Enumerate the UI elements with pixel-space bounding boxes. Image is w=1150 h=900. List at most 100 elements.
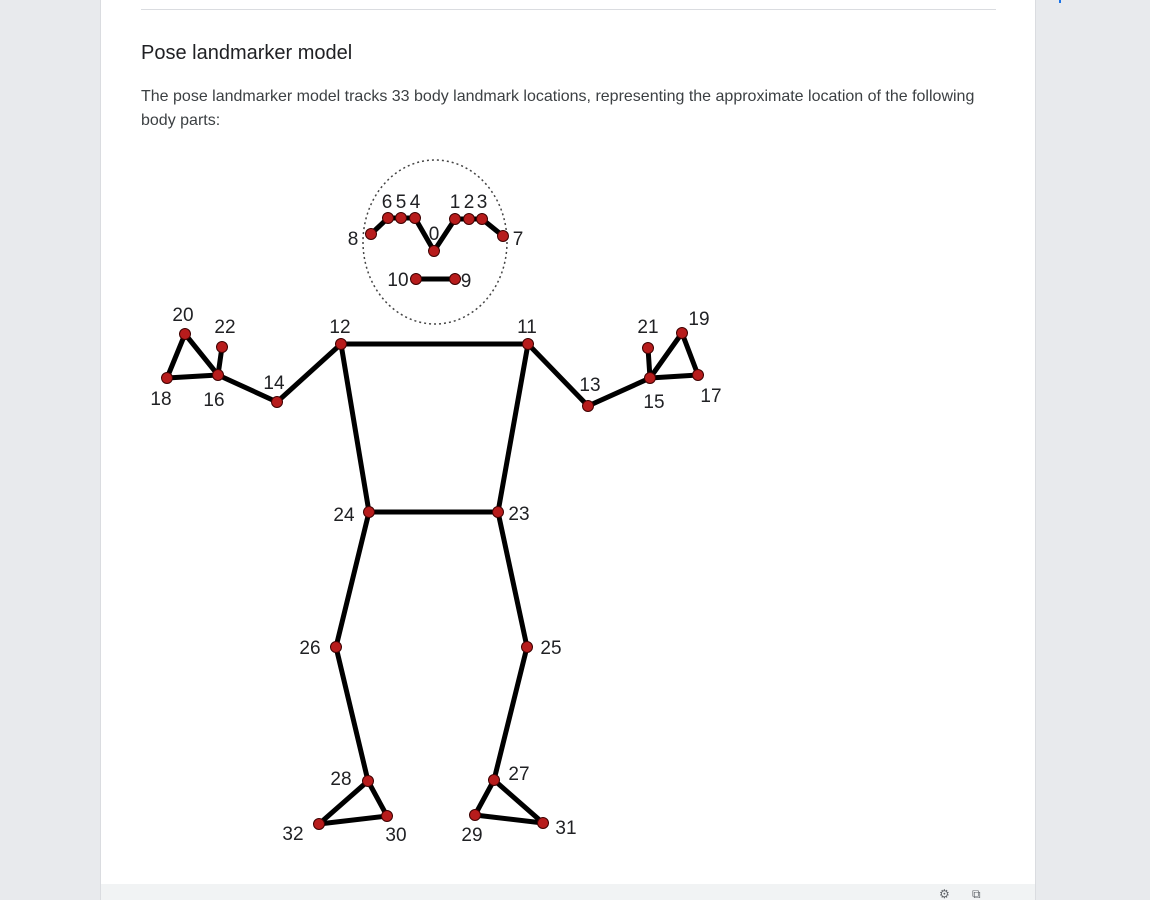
landmark-1-label: 1: [450, 192, 461, 213]
landmark-27-point: [488, 774, 500, 786]
landmark-2-point: [463, 213, 475, 225]
bone-16-18: [164, 372, 221, 381]
copy-icon[interactable]: ⧉: [972, 888, 981, 900]
landmark-15-label: 15: [643, 392, 664, 413]
landmark-32-label: 32: [282, 824, 303, 845]
content-card: Pose landmarker model The pose landmarke…: [100, 0, 1036, 900]
landmark-19-point: [676, 327, 688, 339]
bone-25-27: [491, 644, 530, 783]
landmark-27-label: 27: [508, 764, 529, 785]
bone-12-14: [274, 341, 344, 405]
bone-18-20: [164, 331, 188, 381]
landmark-20-point: [179, 328, 191, 340]
landmark-13-point: [582, 400, 594, 412]
landmark-22-point: [216, 341, 228, 353]
landmark-17-label: 17: [700, 386, 721, 407]
landmark-17-point: [692, 369, 704, 381]
landmark-10-point: [410, 273, 422, 285]
landmark-1-point: [449, 213, 461, 225]
bone-27-31: [491, 777, 546, 826]
landmark-16-point: [212, 369, 224, 381]
bone-14-16: [215, 372, 280, 405]
section-heading: Pose landmarker model: [141, 42, 353, 64]
landmark-26-point: [330, 641, 342, 653]
bone-30-32: [316, 813, 390, 827]
head-outline: [362, 159, 508, 325]
landmark-19-label: 19: [688, 309, 709, 330]
landmark-2-label: 2: [464, 192, 475, 213]
landmark-31-point: [537, 817, 549, 829]
landmark-3-point: [476, 213, 488, 225]
landmark-0-label: 0: [429, 224, 440, 245]
landmark-4-point: [409, 212, 421, 224]
landmark-11-point: [522, 338, 534, 350]
bone-24-26: [333, 509, 372, 650]
landmark-0-point: [428, 245, 440, 257]
landmark-9-point: [449, 273, 461, 285]
landmark-23-point: [492, 506, 504, 518]
landmark-5-label: 5: [396, 192, 407, 213]
bone-0-4: [412, 215, 437, 254]
section-description: The pose landmarker model tracks 33 body…: [141, 88, 975, 129]
landmark-20-label: 20: [172, 305, 193, 326]
landmark-13-label: 13: [579, 375, 600, 396]
landmark-29-point: [469, 809, 481, 821]
landmark-7-point: [497, 230, 509, 242]
bone-17-19: [679, 330, 701, 378]
bone-23-25: [495, 509, 530, 650]
landmark-25-label: 25: [540, 638, 561, 659]
landmark-21-point: [642, 342, 654, 354]
section-divider: [141, 9, 996, 10]
landmark-30-label: 30: [385, 825, 406, 846]
landmark-12-point: [335, 338, 347, 350]
landmark-24-label: 24: [333, 505, 355, 526]
settings-icon[interactable]: ⚙: [939, 888, 950, 900]
landmark-5-point: [395, 212, 407, 224]
landmark-12-label: 12: [329, 317, 350, 338]
landmark-23-label: 23: [508, 504, 529, 525]
bone-16-20: [182, 331, 221, 378]
landmark-29-label: 29: [461, 825, 482, 846]
bone-11-13: [525, 341, 591, 409]
landmark-14-label: 14: [263, 373, 285, 394]
bone-29-31: [472, 812, 546, 826]
landmark-9-label: 9: [461, 271, 472, 292]
bone-27-29: [472, 777, 497, 818]
landmark-11-label: 11: [517, 317, 537, 338]
landmark-10-label: 10: [387, 270, 408, 291]
bone-0-1: [431, 216, 458, 254]
bone-13-15: [585, 375, 653, 409]
scrollbar-indicator[interactable]: [1059, 0, 1061, 3]
landmark-24-point: [363, 506, 375, 518]
landmark-30-point: [381, 810, 393, 822]
landmark-18-point: [161, 372, 173, 384]
bone-11-23: [495, 341, 531, 515]
landmark-7-label: 7: [513, 229, 524, 250]
landmark-28-point: [362, 775, 374, 787]
landmark-8-label: 8: [348, 229, 359, 250]
landmark-18-label: 18: [150, 389, 171, 410]
bone-26-28: [333, 644, 371, 784]
landmark-26-label: 26: [299, 638, 320, 659]
landmark-31-label: 31: [555, 818, 576, 839]
code-block-toolbar: [101, 884, 1035, 900]
landmark-22-label: 22: [214, 317, 235, 338]
bone-28-32: [316, 778, 371, 827]
bone-28-30: [365, 778, 390, 819]
bone-15-17: [647, 372, 701, 381]
landmark-15-point: [644, 372, 656, 384]
bone-12-24: [338, 341, 372, 515]
landmark-6-label: 6: [382, 192, 393, 213]
landmark-25-point: [521, 641, 533, 653]
landmark-3-label: 3: [477, 192, 488, 213]
landmark-14-point: [271, 396, 283, 408]
landmark-28-label: 28: [330, 769, 351, 790]
bone-15-19: [647, 330, 685, 381]
landmark-6-point: [382, 212, 394, 224]
landmark-4-label: 4: [410, 192, 421, 213]
landmark-8-point: [365, 228, 377, 240]
landmark-21-label: 21: [637, 317, 658, 338]
landmark-32-point: [313, 818, 325, 830]
landmark-16-label: 16: [203, 390, 224, 411]
